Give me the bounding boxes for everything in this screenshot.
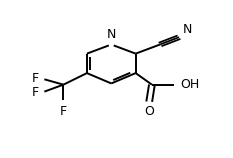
Text: N: N [107, 28, 116, 41]
Text: F: F [60, 105, 67, 118]
Text: O: O [144, 105, 154, 118]
Text: N: N [183, 23, 192, 36]
Text: OH: OH [180, 78, 199, 91]
Text: F: F [32, 86, 39, 99]
Text: F: F [32, 72, 39, 85]
